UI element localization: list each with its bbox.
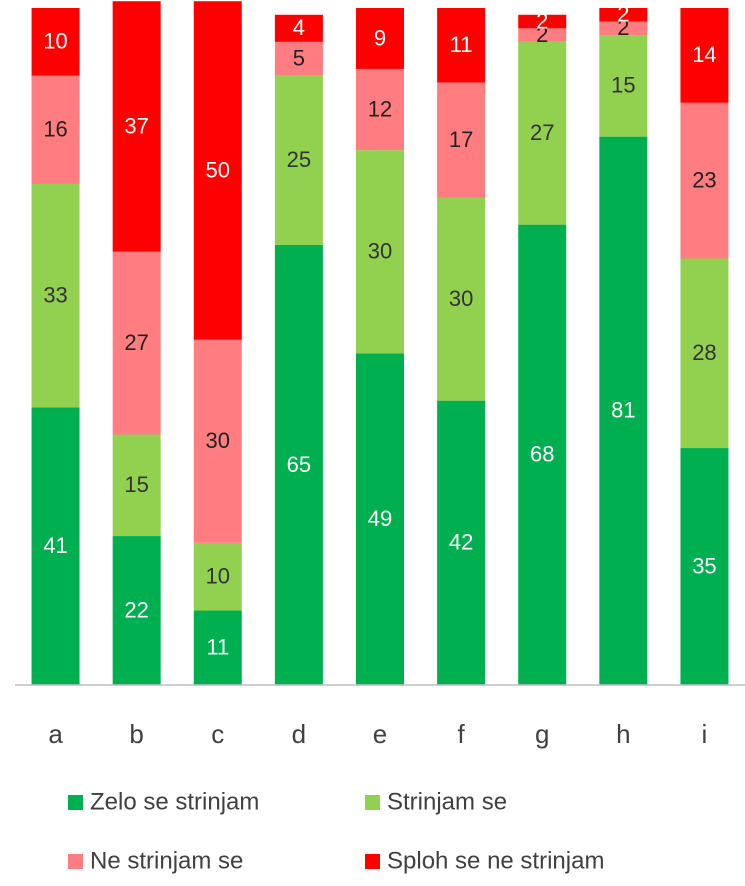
data-label: 68 bbox=[530, 442, 554, 467]
bar-segment bbox=[437, 82, 486, 198]
data-label: 30 bbox=[206, 428, 230, 453]
bar-segment bbox=[599, 136, 648, 685]
bar-segment bbox=[274, 75, 323, 245]
bar-segment bbox=[356, 353, 404, 685]
x-tick-label: a bbox=[48, 719, 63, 749]
bar-segment bbox=[518, 41, 567, 225]
data-label: 42 bbox=[449, 530, 473, 555]
x-tick-label: h bbox=[616, 719, 630, 749]
bar-segment bbox=[680, 448, 729, 685]
bar-segment bbox=[437, 197, 486, 401]
data-label: 2 bbox=[536, 8, 548, 33]
data-label: 11 bbox=[206, 635, 229, 660]
bar-segment bbox=[31, 75, 80, 185]
data-label: 15 bbox=[124, 472, 148, 497]
bar-segment bbox=[112, 1, 161, 252]
data-label: 4 bbox=[293, 15, 305, 40]
x-tick-label: e bbox=[373, 719, 387, 749]
data-label: 17 bbox=[449, 127, 473, 152]
bar-segment bbox=[356, 150, 404, 354]
data-label: 5 bbox=[293, 46, 305, 71]
bar-segment bbox=[193, 339, 242, 543]
bar-segment bbox=[599, 35, 648, 137]
bar-segment bbox=[680, 102, 729, 259]
data-label: 30 bbox=[449, 286, 473, 311]
bar-segment bbox=[518, 14, 567, 29]
data-label: 25 bbox=[287, 147, 311, 172]
legend-swatch bbox=[365, 795, 380, 810]
data-label: 15 bbox=[611, 73, 635, 98]
bar-segment bbox=[193, 1, 242, 340]
data-label: 81 bbox=[611, 398, 635, 423]
bar-segment bbox=[193, 610, 242, 685]
x-tick-label: d bbox=[292, 719, 306, 749]
data-label: 35 bbox=[692, 553, 716, 578]
bar-segment bbox=[680, 8, 729, 103]
x-tick-label: f bbox=[457, 719, 465, 749]
bar-segment bbox=[31, 8, 80, 76]
data-label: 9 bbox=[374, 25, 386, 50]
bar-segment bbox=[518, 28, 567, 42]
legend-swatch bbox=[365, 854, 380, 869]
bar-segment bbox=[518, 224, 567, 685]
bar-segment bbox=[31, 184, 80, 408]
data-label: 65 bbox=[287, 452, 311, 477]
bar-segment bbox=[31, 407, 80, 685]
bar-segment bbox=[599, 21, 648, 36]
bar-segment bbox=[599, 8, 648, 22]
data-label: 23 bbox=[692, 167, 716, 192]
bar-segment bbox=[274, 244, 323, 685]
data-label: 30 bbox=[368, 239, 392, 264]
data-label: 28 bbox=[692, 340, 716, 365]
data-label: 12 bbox=[368, 96, 392, 121]
data-label: 33 bbox=[43, 283, 67, 308]
bar-segment bbox=[437, 400, 486, 685]
legend-label: Zelo se strinjam bbox=[90, 788, 259, 815]
data-label: 27 bbox=[124, 330, 148, 355]
legend-swatch bbox=[68, 795, 83, 810]
bar-segment bbox=[274, 41, 323, 76]
bar-segment bbox=[437, 8, 486, 83]
bar-segment bbox=[274, 14, 323, 42]
data-label: 50 bbox=[206, 157, 230, 182]
legend-swatch bbox=[68, 854, 83, 869]
data-label: 10 bbox=[206, 563, 230, 588]
x-tick-label: b bbox=[129, 719, 143, 749]
data-label: 11 bbox=[450, 32, 473, 57]
data-label: 16 bbox=[43, 117, 67, 142]
data-label: 37 bbox=[124, 113, 148, 138]
data-label: 14 bbox=[692, 42, 716, 67]
data-label: 49 bbox=[368, 506, 392, 531]
data-label: 10 bbox=[43, 29, 67, 54]
x-tick-label: g bbox=[535, 719, 549, 749]
bar-segment bbox=[680, 258, 729, 449]
bar-segment bbox=[193, 542, 242, 611]
legend-label: Strinjam se bbox=[387, 788, 507, 815]
data-label: 2 bbox=[617, 2, 629, 27]
data-label: 27 bbox=[530, 120, 554, 145]
legend-label: Sploh se ne strinjam bbox=[387, 847, 604, 874]
data-label: 22 bbox=[124, 597, 148, 622]
bar-segment bbox=[112, 536, 161, 685]
bar-segment bbox=[356, 68, 404, 151]
x-tick-label: c bbox=[211, 719, 224, 749]
x-tick-label: i bbox=[702, 719, 708, 749]
legend-label: Ne strinjam se bbox=[90, 847, 243, 874]
bar-segment bbox=[112, 251, 161, 435]
bar-segment bbox=[356, 8, 404, 69]
data-label: 41 bbox=[43, 533, 67, 558]
bar-segment bbox=[112, 434, 161, 537]
